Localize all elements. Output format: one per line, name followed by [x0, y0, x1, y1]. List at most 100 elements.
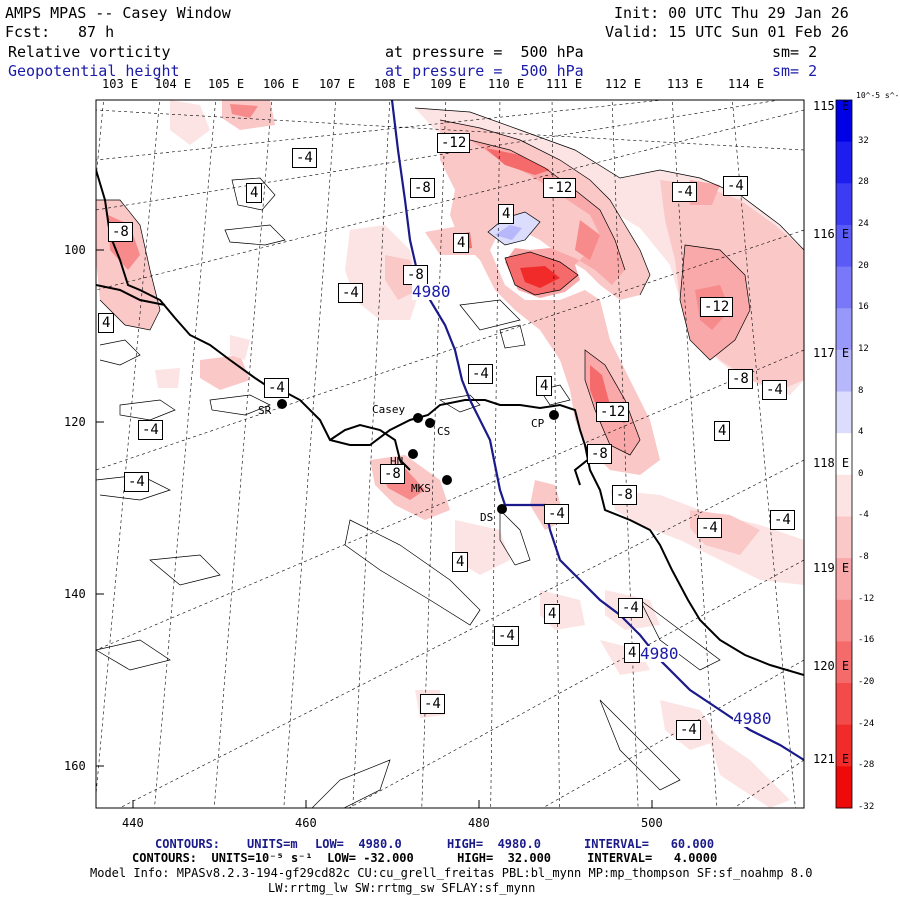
footer-model-info: Model Info: MPASv8.2.3-194-gf29cd82c CU:…	[90, 866, 813, 880]
height-label: 4980	[412, 282, 451, 301]
station-dot-cp	[549, 410, 559, 420]
x-tick-500: 500	[641, 816, 663, 830]
colorbar-swatch	[836, 558, 852, 601]
contour-value-label: -8	[612, 485, 637, 505]
station-dot-ds	[497, 504, 507, 514]
colorbar-tick-label: 24	[858, 218, 869, 229]
footer-height-interval: INTERVAL= 60.000	[584, 837, 715, 851]
contour-value-label: -12	[437, 133, 471, 153]
contour-value-label: -4	[138, 420, 163, 440]
station-dot-sr	[277, 399, 287, 409]
lon-label-107e: 107 E	[319, 77, 356, 91]
field1-level: at pressure = 500 hPa	[385, 43, 584, 61]
contour-value-label: 4	[246, 183, 263, 203]
lon-label-103e: 103 E	[102, 77, 139, 91]
contour-value-label: 4	[544, 604, 561, 624]
plot-area	[96, 100, 804, 808]
lon-label-118e: 118 E	[813, 456, 850, 470]
lon-label-109e: 109 E	[430, 77, 467, 91]
lon-label-108e: 108 E	[374, 77, 411, 91]
forecast-label: Fcst:	[5, 23, 51, 41]
contour-value-label: -8	[587, 444, 612, 464]
station-label-ds: DS	[480, 511, 494, 524]
valid-time: Valid: 15 UTC Sun 01 Feb 26	[605, 23, 849, 41]
forecast-hour: 87 h	[78, 23, 115, 41]
x-tick-460: 460	[295, 816, 317, 830]
height-label: 4980	[733, 709, 772, 728]
colorbar-swatch	[836, 516, 852, 559]
contour-value-label: -12	[700, 297, 734, 317]
contour-value-label: -4	[672, 182, 697, 202]
contour-value-label: 4	[98, 313, 115, 333]
contour-value-label: -8	[728, 369, 753, 389]
field2-name: Geopotential height	[8, 62, 180, 80]
colorbar-tick-label: -4	[858, 510, 869, 521]
lon-label-120e: 120 E	[813, 659, 850, 673]
colorbar-swatch	[836, 683, 852, 726]
colorbar-tick-label: -20	[858, 677, 875, 688]
contour-value-label: -8	[380, 464, 405, 484]
colorbar-tick-label: -24	[858, 718, 875, 729]
contour-value-label: -8	[403, 265, 428, 285]
colorbar-tick-label: -12	[858, 593, 875, 604]
contour-value-label: -8	[108, 222, 133, 242]
contour-value-label: -4	[494, 626, 519, 646]
colorbar-swatch	[836, 349, 852, 393]
contour-value-label: -12	[543, 178, 577, 198]
field1-smoothing: sm= 2	[772, 43, 818, 61]
colorbar-swatch	[836, 141, 852, 184]
footer-height-low: LOW= 4980.0	[315, 837, 402, 851]
footer-height-high: HIGH= 4980.0	[447, 837, 541, 851]
field2-smoothing: sm= 2	[772, 62, 818, 80]
station-label-cs: CS	[437, 425, 451, 438]
colorbar-tick-label: 12	[858, 343, 869, 354]
y-tick-140: 140	[64, 587, 86, 601]
contour-value-label: -4	[124, 472, 149, 492]
colorbar-swatch	[836, 641, 852, 684]
contour-value-label: 4	[624, 643, 641, 663]
colorbar-swatch	[836, 599, 852, 642]
colorbar-tick-label: -16	[858, 635, 875, 646]
contour-value-label: -4	[723, 176, 748, 196]
colorbar-tick-label: 16	[858, 302, 869, 313]
lon-label-114e: 114 E	[728, 77, 765, 91]
colorbar-tick-label: 0	[858, 468, 864, 479]
lon-label-112e: 112 E	[605, 77, 642, 91]
map-title: AMPS MPAS -- Casey Window	[5, 4, 231, 22]
init-time: Init: 00 UTC Thu 29 Jan 26	[614, 4, 849, 22]
colorbar-tick-label: 4	[858, 427, 864, 438]
x-tick-480: 480	[468, 816, 490, 830]
contour-value-label: -4	[762, 380, 787, 400]
contour-value-label: -4	[676, 720, 701, 740]
contour-value-label: 4	[498, 204, 515, 224]
contour-value-label: -8	[410, 178, 435, 198]
colorbar-tick-label: -32	[858, 802, 875, 812]
colorbar-swatch	[836, 391, 852, 434]
footer-height-units: UNITS=m	[247, 837, 298, 851]
field2-level: at pressure = 500 hPa	[385, 62, 584, 80]
contour-value-label: -12	[596, 402, 630, 422]
contour-value-label: -4	[618, 598, 643, 618]
lon-label-106e: 106 E	[263, 77, 300, 91]
station-label-sr: SR	[258, 404, 272, 417]
station-dot-mks	[442, 475, 452, 485]
contour-value-label: 4	[453, 233, 470, 253]
contour-value-label: 4	[452, 552, 469, 572]
colorbar-swatch	[836, 474, 852, 517]
contour-value-label: -4	[264, 378, 289, 398]
x-tick-440: 440	[122, 816, 144, 830]
lon-label-111e: 111 E	[546, 77, 583, 91]
contour-value-label: -4	[292, 148, 317, 168]
colorbar-units: 10^-5 s^-1	[856, 91, 900, 100]
station-label-casey: Casey	[372, 403, 406, 416]
lon-label-121e: 121 E	[813, 752, 850, 766]
colorbar-swatch	[836, 308, 852, 351]
colorbar-tick-label: 20	[858, 260, 869, 271]
station-dot-casey	[413, 413, 423, 423]
height-label: 4980	[640, 644, 679, 663]
y-tick-160: 160	[64, 759, 86, 773]
contour-value-label: -4	[338, 283, 363, 303]
lon-label-119e: 119 E	[813, 561, 850, 575]
y-tick-100: 100	[64, 243, 86, 257]
